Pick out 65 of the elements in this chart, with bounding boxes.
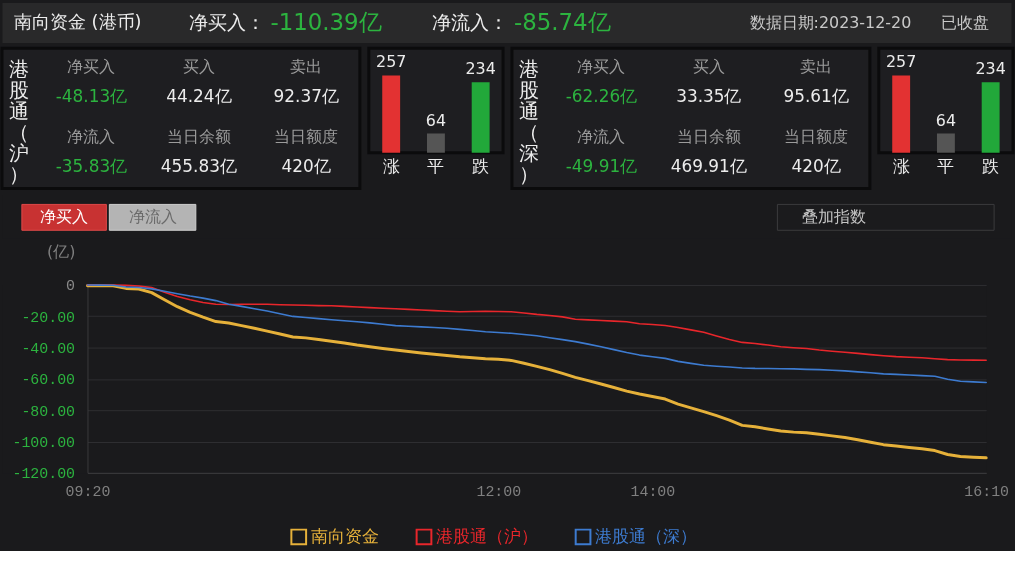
y-tick-label: -80.00	[21, 403, 76, 420]
legend-label: 港股通（深）	[595, 525, 698, 546]
text: 净流入	[67, 126, 116, 146]
data-label: 64	[935, 110, 957, 130]
y-tick-label: -60.00	[21, 372, 76, 389]
x-tick-label: 涨	[382, 156, 400, 177]
text: 当日余额	[166, 126, 231, 146]
x-tick-label: 跌	[982, 156, 1000, 177]
text: 净买入	[40, 207, 89, 227]
text: 港股通（深）	[518, 58, 539, 186]
text: 33.35亿	[676, 86, 742, 107]
text: 叠加指数	[802, 207, 867, 227]
x-tick-label: 14:00	[630, 484, 676, 501]
text: 420亿	[791, 155, 841, 176]
text: 44.24亿	[166, 86, 232, 107]
text: 当日余额	[676, 126, 741, 146]
text: 420亿	[281, 155, 331, 176]
x-tick-label: 平	[427, 156, 445, 177]
y-tick-label: -100.00	[12, 434, 76, 451]
line-series	[85, 284, 988, 460]
text: 净流入	[577, 126, 626, 146]
x-tick-label: 跌	[472, 156, 490, 177]
legend-label: 港股通（沪）	[436, 525, 539, 546]
text: 卖出	[800, 57, 833, 77]
x-tick-label: 12:00	[476, 484, 522, 501]
legend-label: 南向资金	[311, 525, 380, 546]
text: 净流入	[128, 207, 177, 227]
text: 南向资金 (港币)	[13, 11, 142, 33]
x-tick-label: 16:10	[964, 484, 1010, 501]
text: -62.26亿	[565, 86, 638, 107]
text: 469.91亿	[670, 155, 747, 176]
text: 净买入：	[188, 11, 265, 34]
text: 买入	[692, 57, 725, 77]
data-label: 257	[376, 52, 407, 72]
text: 92.37亿	[273, 86, 339, 107]
text: 455.83亿	[160, 155, 237, 176]
y-tick-label: -20.00	[21, 309, 76, 326]
text: 已收盘	[941, 13, 990, 33]
text: 95.61亿	[783, 86, 849, 107]
text: 净买入	[577, 57, 626, 77]
text: -85.74亿	[513, 9, 611, 36]
line-series	[86, 284, 987, 384]
data-label: 257	[886, 52, 917, 72]
text: 港股通（沪）	[8, 58, 29, 186]
text: 买入	[182, 57, 215, 77]
text: 净流入：	[432, 11, 509, 34]
y-axis-title: (亿)	[46, 241, 76, 261]
x-tick-label: 涨	[892, 156, 910, 177]
text: -35.83亿	[55, 155, 128, 176]
text: 净买入	[67, 57, 116, 77]
text: 卖出	[290, 57, 323, 77]
text: 当日额度	[784, 126, 849, 146]
y-tick-label: 0	[66, 278, 76, 295]
data-label: 64	[425, 110, 447, 130]
data-label: 234	[975, 59, 1006, 79]
text: -48.13亿	[55, 86, 128, 107]
text: 数据日期:2023-12-20	[749, 13, 912, 33]
text: -110.39亿	[270, 9, 382, 36]
text: -49.91亿	[565, 155, 638, 176]
text: 当日额度	[274, 126, 339, 146]
x-tick-label: 平	[937, 156, 955, 177]
y-tick-label: -40.00	[21, 341, 76, 358]
x-tick-label: 09:20	[65, 484, 111, 501]
y-tick-label: -120.00	[12, 466, 76, 483]
data-label: 234	[465, 59, 496, 79]
